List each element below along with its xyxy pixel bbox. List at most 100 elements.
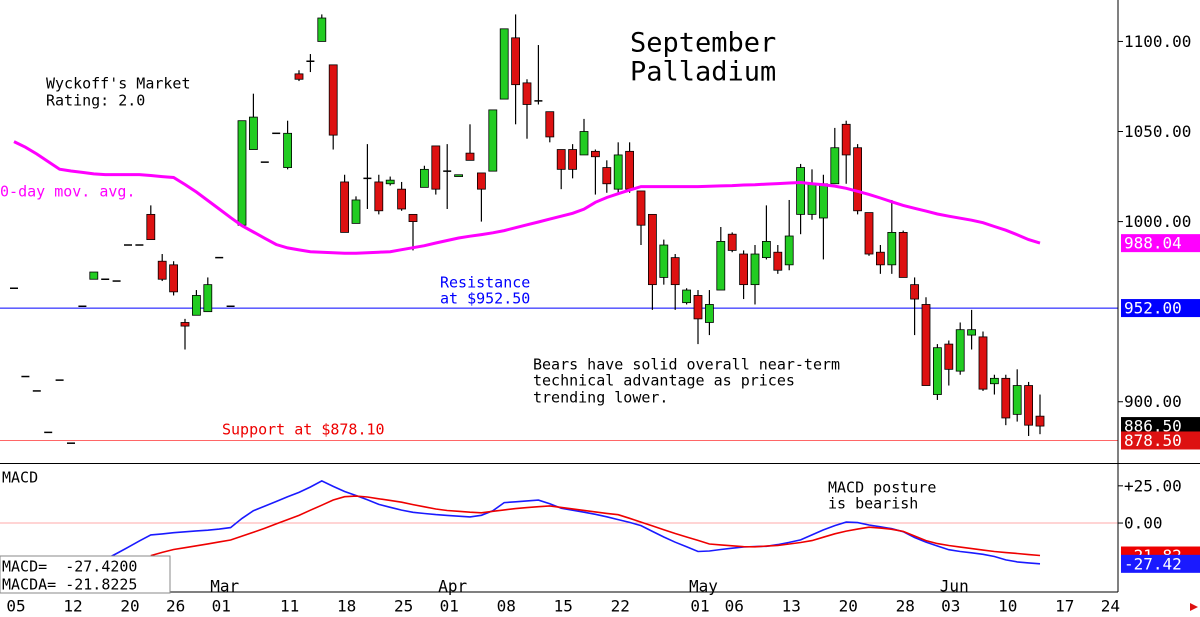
x-tick-label: 24: [1101, 597, 1120, 616]
x-tick-label: 20: [839, 597, 858, 616]
candle-body: [841, 123, 851, 156]
x-tick-label: 25: [394, 597, 413, 616]
y-tick-label: 1050.00: [1124, 122, 1191, 141]
badge-label: 878.50: [1124, 431, 1182, 450]
candle-body: [750, 253, 760, 286]
legend-text: MACDA= -21.8225: [2, 576, 137, 594]
candle-body: [454, 174, 464, 177]
candle-body: [625, 150, 634, 190]
candle-body: [431, 145, 441, 190]
candle-body: [89, 271, 99, 280]
candle-body: [499, 28, 509, 100]
x-tick-label: 01: [212, 597, 231, 616]
candle-body: [1024, 385, 1033, 426]
candle-body: [283, 132, 293, 168]
candle-body: [944, 343, 954, 370]
annotation: is bearish: [828, 495, 918, 513]
value-badge: [1121, 554, 1200, 573]
candle-body: [180, 322, 190, 327]
candle-body: [967, 329, 976, 336]
candle-body: [898, 232, 908, 278]
candle-body: [659, 244, 669, 278]
legend-text: MACD= -27.4200: [2, 558, 137, 576]
candle-body: [670, 257, 680, 286]
value-badge: [1121, 431, 1200, 450]
x-tick-label: 01: [440, 597, 459, 616]
x-tick-label: 15: [554, 597, 573, 616]
rating-text: Rating: 2.0: [46, 92, 145, 110]
x-tick-label: 12: [63, 597, 82, 616]
x-tick-label: 18: [337, 597, 356, 616]
candle-body: [784, 235, 794, 266]
month-label: Apr: [438, 577, 467, 596]
y-tick-label: 1000.00: [1124, 212, 1191, 231]
candle-body: [648, 213, 657, 286]
series-line: [104, 480, 1041, 565]
month-label: Mar: [210, 577, 239, 596]
scroll-arrow: [1190, 603, 1198, 611]
candle-body: [682, 289, 691, 304]
badge-label: 886.50: [1124, 417, 1182, 436]
candle-body: [819, 183, 828, 219]
candle-body: [921, 304, 931, 386]
candle-body: [602, 167, 612, 185]
candle-body: [739, 253, 748, 286]
rating-text: Wyckoff's Market: [46, 75, 191, 93]
candle-body: [203, 284, 213, 313]
x-tick-label: 13: [782, 597, 801, 616]
candle-body: [511, 37, 521, 86]
candle-body: [169, 264, 179, 293]
x-tick-label: 28: [896, 597, 915, 616]
value-badge: [1121, 417, 1200, 436]
x-tick-label: 03: [941, 597, 960, 616]
candle-body: [978, 336, 988, 390]
badge-label: 988.04: [1124, 234, 1182, 253]
candle-body: [1035, 415, 1045, 427]
x-tick-label: 10: [998, 597, 1017, 616]
x-tick-label: 06: [725, 597, 744, 616]
candle-body: [853, 147, 862, 212]
candle-body: [807, 183, 817, 215]
series-line: [13, 140, 1041, 255]
annotation: at $952.50: [440, 290, 530, 308]
candle-body: [419, 168, 429, 188]
legend-box: [0, 555, 171, 594]
candle-body: [579, 131, 589, 156]
y-tick-label: 0.00: [1124, 514, 1163, 533]
candle-body: [876, 251, 885, 266]
candle-body: [237, 120, 247, 226]
value-badge: [1121, 234, 1200, 253]
annotation: trending lower.: [533, 389, 668, 407]
candle-body: [1012, 385, 1022, 415]
ma-label: 50-day mov. avg.: [0, 183, 136, 201]
series-line: [150, 495, 1041, 557]
candle-body: [705, 304, 714, 323]
x-tick-label: 22: [611, 597, 630, 616]
candle-body: [636, 190, 646, 226]
candle-body: [727, 233, 737, 251]
y-tick-label: 900.00: [1124, 392, 1182, 411]
candle-body: [545, 111, 555, 138]
candle-body: [465, 152, 475, 161]
candle-body: [568, 149, 577, 170]
x-tick-label: 05: [6, 597, 25, 616]
candle-body: [910, 284, 919, 300]
month-label: May: [689, 577, 718, 596]
candle-body: [864, 212, 874, 255]
plot-area: 900.00 1000.00 1050.00 1100.00 952.00 988.04 8…: [0, 14, 1200, 573]
candle-body: [374, 181, 384, 212]
candle-body: [385, 179, 395, 185]
candle-body: [990, 377, 999, 385]
annotation: technical advantage as prices: [533, 372, 795, 390]
x-tick-label: 17: [1055, 597, 1074, 616]
candle-body: [591, 150, 600, 158]
candle-body: [556, 149, 566, 170]
candle-body: [613, 154, 623, 190]
candle-body: [1001, 377, 1011, 419]
month-label: Jun: [940, 577, 969, 596]
candle-body: [340, 181, 350, 233]
candle-body: [762, 241, 771, 259]
x-tick-label: 08: [497, 597, 516, 616]
candle-body: [328, 64, 338, 136]
